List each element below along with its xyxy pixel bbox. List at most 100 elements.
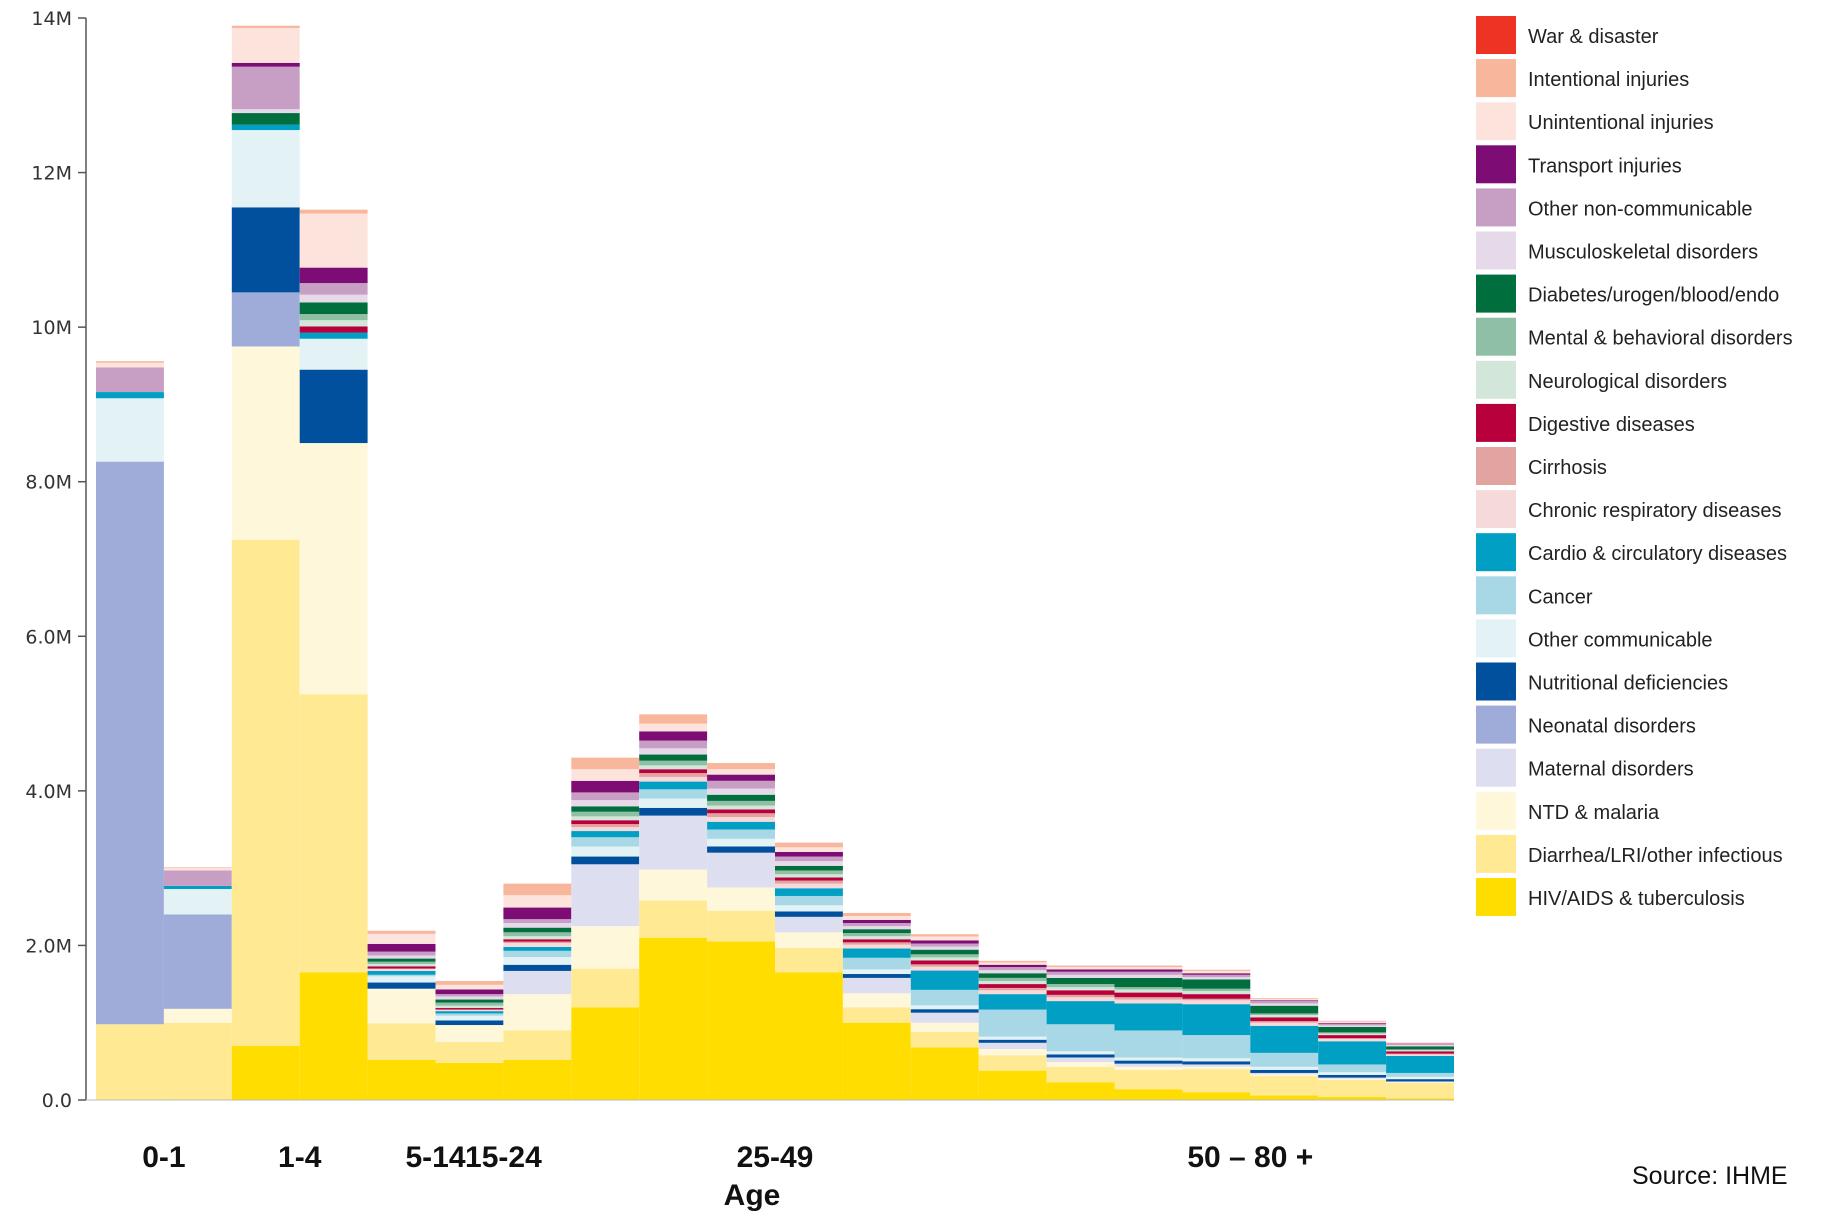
bar-segment xyxy=(163,889,232,915)
bar-segment xyxy=(775,877,843,881)
bar-segment xyxy=(163,885,232,890)
bar-segment xyxy=(1182,970,1251,974)
bar-segment xyxy=(503,1030,572,1060)
bar-segment xyxy=(231,207,300,293)
bar-segment xyxy=(1250,1001,1319,1004)
bar-segment xyxy=(299,294,368,303)
legend-label: Other non-communicable xyxy=(1528,198,1753,220)
bar-segment xyxy=(639,776,708,782)
bar-segment xyxy=(639,900,708,938)
bar-segment xyxy=(910,949,979,955)
bar-segment xyxy=(1386,1081,1454,1083)
bar-segment xyxy=(96,461,164,1025)
legend-swatch xyxy=(1476,533,1516,572)
bar-segment xyxy=(775,870,843,875)
bar-segment xyxy=(1046,965,1115,968)
bar-segment xyxy=(571,827,640,832)
bar-segment xyxy=(1046,1066,1115,1083)
legend-swatch xyxy=(1476,231,1516,270)
bar-segment xyxy=(842,936,911,940)
bar-segment xyxy=(1182,998,1251,1001)
bar-segment xyxy=(775,911,843,917)
bar-segment xyxy=(1046,977,1115,985)
bar-segment xyxy=(1250,998,1319,1001)
bar-segment xyxy=(1318,1021,1387,1024)
bar-segment xyxy=(1250,1021,1319,1023)
bar-segment xyxy=(96,392,164,399)
bar-segment xyxy=(1114,992,1183,998)
bar-segment xyxy=(1114,987,1183,990)
y-tick-label: 14M xyxy=(31,8,72,30)
bar-segment xyxy=(367,943,436,952)
bar-segment xyxy=(910,934,979,937)
bar-segment xyxy=(435,984,504,990)
bar-segment xyxy=(842,939,911,943)
bar-segment xyxy=(775,947,843,973)
bar-segment xyxy=(1114,977,1183,988)
bar-segment xyxy=(163,870,232,886)
bar-segment xyxy=(1182,977,1251,980)
bar-segment xyxy=(367,930,436,934)
legend-label: Transport injuries xyxy=(1528,155,1682,177)
bar-segment xyxy=(707,769,775,775)
legend: War & disaster Intentional injuries Uninte… xyxy=(1476,16,1793,916)
bar-segment xyxy=(299,209,368,214)
bar-segment xyxy=(367,970,436,975)
bar-segment xyxy=(1114,967,1183,970)
bar-segment xyxy=(1182,1092,1251,1100)
bar-segment xyxy=(1250,1017,1319,1022)
bar-segment xyxy=(571,856,640,865)
bar-segment xyxy=(231,292,300,347)
bar-segment xyxy=(96,367,164,393)
bar-segment xyxy=(435,1011,504,1014)
bar-segment xyxy=(1182,1058,1251,1062)
x-group-label: 15-24 xyxy=(465,1141,542,1174)
bar-segment xyxy=(299,326,368,333)
bar-segment xyxy=(1386,1079,1454,1082)
bar-segment xyxy=(1046,1062,1115,1067)
bar-segment xyxy=(707,763,775,770)
bar-segment xyxy=(1114,1063,1183,1067)
bar-segment xyxy=(231,539,300,1046)
bar-segment xyxy=(1386,1042,1454,1044)
bar-segment xyxy=(503,946,572,951)
bar-segment xyxy=(367,933,436,944)
bar-segment xyxy=(1386,1082,1454,1099)
bar-segment xyxy=(1318,1077,1387,1079)
bar-segment xyxy=(978,960,1047,963)
bar-segment xyxy=(367,982,436,989)
legend-swatch xyxy=(1476,360,1516,399)
legend-swatch xyxy=(1476,16,1516,54)
bar-segment xyxy=(842,916,911,920)
bar-segment xyxy=(231,1045,300,1100)
y-tick-label: 0.0 xyxy=(42,1090,72,1112)
bar-segment xyxy=(299,213,368,268)
bar-segment xyxy=(367,1059,436,1100)
bar-segment xyxy=(978,964,1047,968)
bar-segment xyxy=(1386,1045,1454,1047)
bar-segment xyxy=(503,919,572,924)
bar-segment xyxy=(163,868,232,871)
bar-segment xyxy=(707,794,775,801)
bar-segment xyxy=(435,1013,504,1016)
bar-segment xyxy=(1182,991,1251,995)
legend-label: Other communicable xyxy=(1528,629,1713,651)
bar-segment xyxy=(1046,1082,1115,1100)
bar-segment xyxy=(571,824,640,828)
bar-segment xyxy=(842,944,911,949)
legend-swatch xyxy=(1476,662,1516,701)
legend-swatch xyxy=(1476,145,1516,184)
bar-segment xyxy=(435,1009,504,1012)
bar-segment xyxy=(435,1042,504,1063)
bar-segment xyxy=(842,912,911,917)
bar-segment xyxy=(1182,1061,1251,1065)
bar-segment xyxy=(1114,969,1183,972)
bar-segment xyxy=(503,964,572,971)
legend-label: Cardio & circulatory diseases xyxy=(1528,543,1787,565)
legend-swatch xyxy=(1476,748,1516,787)
bar-segment xyxy=(707,838,775,847)
bar-segment xyxy=(299,694,368,973)
bar-segment xyxy=(842,1022,911,1100)
bar-segment xyxy=(978,1036,1047,1040)
bar-segment xyxy=(1250,1003,1319,1006)
